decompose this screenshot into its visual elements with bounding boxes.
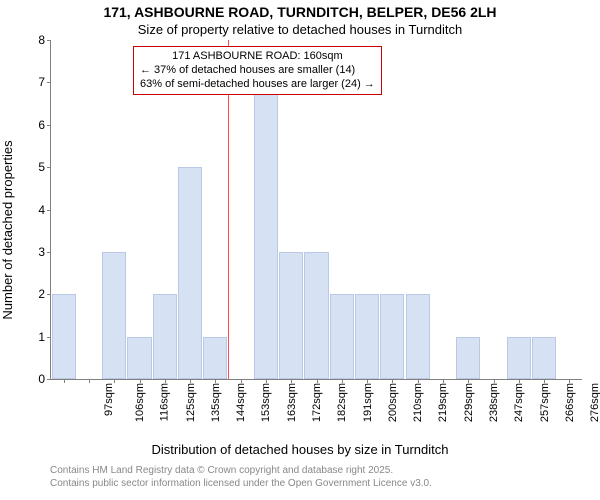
histogram-bar [406,294,430,379]
title-line1: 171, ASHBOURNE ROAD, TURNDITCH, BELPER, … [0,4,600,20]
annotation-line1: 171 ASHBOURNE ROAD: 160sqm [140,50,375,64]
x-tick-label: 106sqm [134,383,146,422]
x-tick-mark [89,379,90,383]
y-tick-mark [47,294,51,295]
x-tick-mark [140,379,141,383]
histogram-bar [102,252,126,379]
histogram-bar [355,294,379,379]
y-tick-label: 8 [38,33,45,47]
x-tick-label: 200sqm [387,383,399,422]
y-tick-label: 7 [38,75,45,89]
annotation-line3: 63% of semi-detached houses are larger (… [140,78,375,92]
x-axis-label: Distribution of detached houses by size … [0,442,600,457]
histogram-bar [153,294,177,379]
x-tick-label: 229sqm [463,383,475,422]
x-tick-label: 266sqm [564,383,576,422]
annotation-box: 171 ASHBOURNE ROAD: 160sqm← 37% of detac… [133,46,382,95]
x-tick-label: 191sqm [362,383,374,422]
x-tick-label: 97sqm [103,383,115,416]
x-tick-label: 153sqm [260,383,272,422]
credit-line2: Contains public sector information licen… [50,478,432,489]
y-tick-label: 2 [38,287,45,301]
x-tick-mark [468,379,469,383]
x-tick-label: 238sqm [488,383,500,422]
x-tick-mark [317,379,318,383]
histogram-bar [380,294,404,379]
histogram-bar [178,167,202,379]
x-tick-mark [367,379,368,383]
x-tick-mark [266,379,267,383]
y-tick-mark [47,252,51,253]
x-tick-label: 144sqm [235,383,247,422]
x-tick-mark [418,379,419,383]
x-tick-mark [291,379,292,383]
credit-line1: Contains HM Land Registry data © Crown c… [50,465,393,476]
y-tick-mark [47,167,51,168]
histogram-bar [203,337,227,379]
histogram-bar [507,337,531,379]
x-tick-mark [190,379,191,383]
x-tick-label: 125sqm [185,383,197,422]
histogram-bar [52,294,76,379]
x-tick-label: 182sqm [336,383,348,422]
y-tick-mark [47,125,51,126]
x-tick-label: 172sqm [311,383,323,422]
y-tick-mark [47,379,51,380]
y-tick-mark [47,337,51,338]
x-tick-mark [114,379,115,383]
x-tick-mark [241,379,242,383]
histogram-bar [279,252,303,379]
annotation-line2: ← 37% of detached houses are smaller (14… [140,64,375,78]
plot-area: 01234567897sqm106sqm116sqm125sqm135sqm14… [50,40,582,380]
x-tick-mark [165,379,166,383]
x-tick-label: 135sqm [210,383,222,422]
y-tick-label: 1 [38,330,45,344]
x-tick-label: 116sqm [159,383,171,421]
x-tick-label: 163sqm [286,383,298,422]
histogram-bar [304,252,328,379]
x-tick-mark [519,379,520,383]
x-tick-mark [494,379,495,383]
x-tick-label: 210sqm [412,383,424,422]
x-tick-mark [64,379,65,383]
x-tick-label: 219sqm [437,383,449,422]
x-tick-mark [544,379,545,383]
x-tick-mark [392,379,393,383]
histogram-bar [330,294,354,379]
x-tick-label: 257sqm [539,383,551,422]
y-tick-label: 0 [38,372,45,386]
y-tick-label: 5 [38,160,45,174]
y-axis-label: Number of detached properties [0,51,15,230]
histogram-bar [127,337,151,379]
y-tick-label: 3 [38,245,45,259]
y-tick-label: 4 [38,203,45,217]
x-tick-mark [443,379,444,383]
x-tick-mark [342,379,343,383]
histogram-bar [456,337,480,379]
x-tick-mark [569,379,570,383]
y-tick-mark [47,210,51,211]
x-tick-label: 276sqm [589,383,600,422]
title-line2: Size of property relative to detached ho… [0,22,600,37]
y-tick-label: 6 [38,118,45,132]
histogram-bar [254,82,278,379]
y-tick-mark [47,82,51,83]
histogram-bar [532,337,556,379]
x-tick-mark [215,379,216,383]
y-tick-mark [47,40,51,41]
x-tick-label: 247sqm [513,383,525,422]
